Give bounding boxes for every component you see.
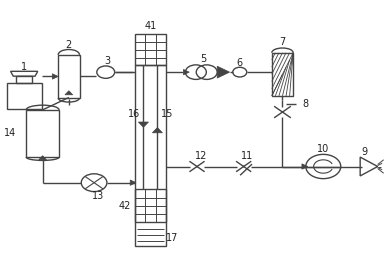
- Bar: [7, 83, 42, 109]
- Text: 13: 13: [92, 191, 104, 201]
- Polygon shape: [52, 74, 58, 79]
- Text: 12: 12: [195, 151, 207, 161]
- Text: 3: 3: [105, 56, 111, 66]
- Text: 8: 8: [302, 99, 308, 109]
- Bar: [272, 53, 293, 96]
- Polygon shape: [217, 66, 230, 78]
- Bar: [135, 34, 166, 65]
- Text: 6: 6: [237, 58, 243, 68]
- Bar: [16, 76, 32, 83]
- Text: 17: 17: [166, 233, 178, 243]
- Text: 9: 9: [361, 147, 367, 157]
- Bar: [135, 189, 166, 222]
- Text: 10: 10: [317, 144, 330, 154]
- Bar: [58, 55, 80, 98]
- Polygon shape: [302, 164, 308, 169]
- Text: 14: 14: [4, 128, 16, 138]
- Bar: [135, 65, 166, 246]
- Text: 1: 1: [21, 62, 27, 72]
- Text: 11: 11: [241, 151, 254, 161]
- Text: 5: 5: [200, 54, 206, 64]
- Polygon shape: [130, 180, 136, 185]
- Polygon shape: [65, 91, 73, 95]
- Text: 16: 16: [128, 109, 140, 119]
- Text: 15: 15: [161, 109, 173, 119]
- Polygon shape: [152, 128, 163, 133]
- Polygon shape: [183, 69, 189, 75]
- Polygon shape: [39, 156, 46, 160]
- Text: 42: 42: [119, 201, 131, 211]
- Bar: [26, 110, 59, 157]
- Text: 2: 2: [66, 40, 72, 50]
- Text: 7: 7: [279, 37, 285, 47]
- Polygon shape: [138, 122, 149, 127]
- Text: 41: 41: [144, 21, 156, 31]
